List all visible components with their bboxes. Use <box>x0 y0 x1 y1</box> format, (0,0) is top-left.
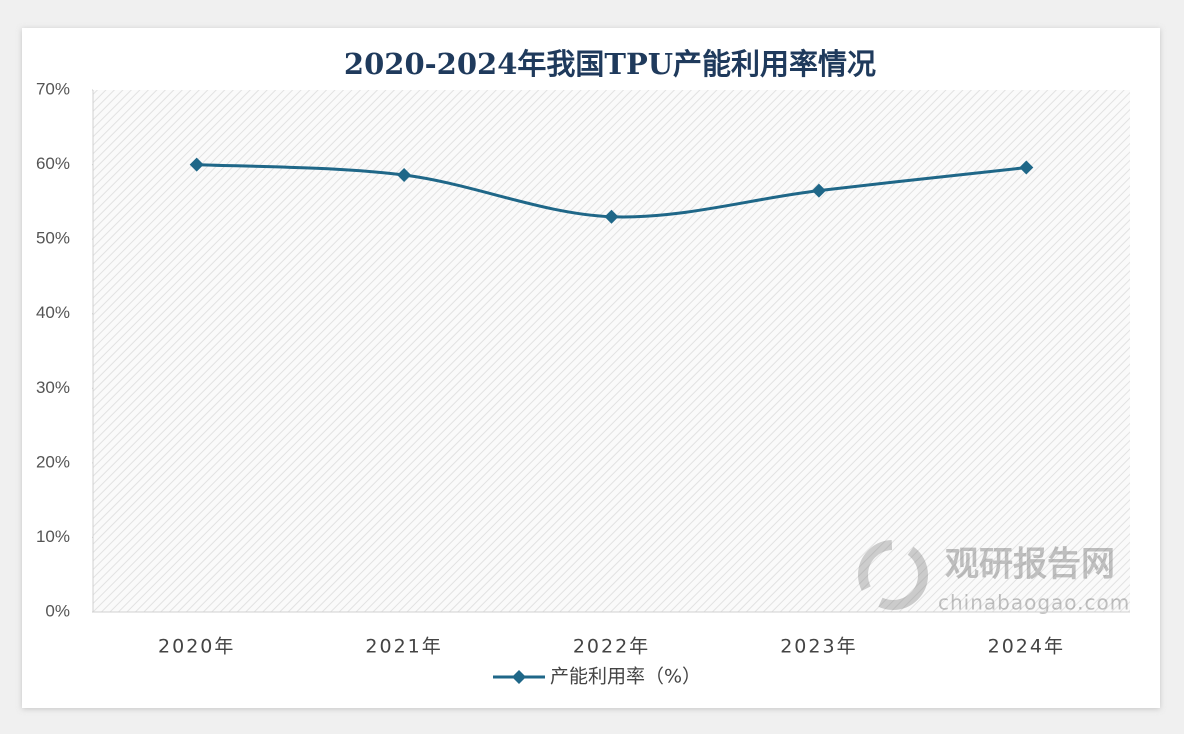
point-marker <box>811 183 826 198</box>
x-tick-label: 2021年 <box>365 636 442 658</box>
y-tick-label: 60% <box>36 154 70 173</box>
legend-marker <box>512 670 526 684</box>
y-tick-label: 10% <box>36 527 70 546</box>
y-tick-label: 0% <box>45 601 70 620</box>
chart-title: 2020-2024年我国TPU产能利用率情况 <box>344 47 876 81</box>
watermark-logo <box>858 540 928 610</box>
legend-label: 产能利用率（%） <box>550 666 701 688</box>
y-tick-label: 70% <box>36 79 70 98</box>
y-tick-label: 40% <box>36 303 70 322</box>
point-marker <box>397 168 412 183</box>
x-tick-label: 2024年 <box>988 636 1065 658</box>
y-tick-label: 50% <box>36 229 70 248</box>
x-tick-label: 2023年 <box>780 636 857 658</box>
watermark-site: chinabaogao.com <box>938 591 1130 615</box>
x-tick-label: 2022年 <box>573 636 650 658</box>
point-marker <box>1019 160 1034 175</box>
y-tick-label: 20% <box>36 452 70 471</box>
y-tick-label: 30% <box>36 378 70 397</box>
point-marker <box>604 209 619 224</box>
plot-area <box>93 90 1130 612</box>
x-tick-label: 2020年 <box>158 636 235 658</box>
point-marker <box>189 157 204 172</box>
watermark-name: 观研报告网 <box>945 545 1115 585</box>
watermark: 观研报告网 chinabaogao.com <box>858 540 1130 615</box>
